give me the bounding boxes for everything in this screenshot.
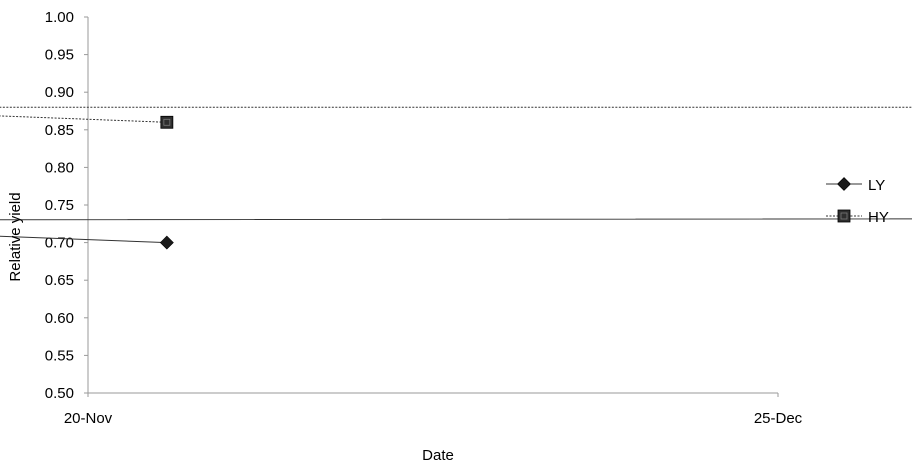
point-ly [159, 235, 174, 250]
legend-label: LY [868, 177, 885, 194]
y-tick-label: 0.80 [45, 159, 74, 176]
y-tick-label: 0.85 [45, 122, 74, 139]
y-tick-label: 0.65 [45, 272, 74, 289]
legend-marker-hy-inner [840, 212, 848, 220]
x-tick-label: 20-Nov [64, 410, 113, 427]
y-axis-title: Relative yield [7, 192, 24, 281]
x-tick-label: 25-Dec [754, 410, 803, 427]
y-tick-label: 0.55 [45, 347, 74, 364]
y-tick-label: 1.00 [45, 9, 74, 26]
y-tick-labels: 0.50 0.55 0.60 0.65 0.70 0.75 0.80 0.85 0.90 0.95… [45, 9, 74, 402]
point-hy [160, 115, 174, 129]
legend-label: HY [868, 209, 889, 226]
legend-item-ly: LY [826, 177, 885, 194]
legend-item-hy: HY [826, 209, 889, 226]
y-tick-label: 0.95 [45, 47, 74, 64]
legend-marker-hy-body [837, 209, 851, 223]
y-tick-label: 0.75 [45, 197, 74, 214]
x-tick-labels: 20-Nov09-Jan28-Feb19-Apr08-Jun28-Jul16-S… [64, 410, 803, 427]
y-tick-label: 0.90 [45, 84, 74, 101]
legend: LY HY [826, 177, 889, 226]
y-tick-label: 0.60 [45, 310, 74, 327]
point-hy-body [160, 115, 174, 129]
series-line-ly [0, 218, 912, 244]
y-tick-label: 0.70 [45, 235, 74, 252]
legend-marker-hy [837, 209, 851, 223]
point-hy-inner [163, 118, 171, 126]
y-tick-label: 0.50 [45, 385, 74, 402]
axes [84, 16, 779, 397]
x-axis-title: Date [422, 447, 454, 464]
legend-marker-ly [837, 177, 851, 191]
series-lines [0, 106, 912, 244]
series-line-hy [0, 106, 912, 123]
series-markers [159, 115, 174, 250]
